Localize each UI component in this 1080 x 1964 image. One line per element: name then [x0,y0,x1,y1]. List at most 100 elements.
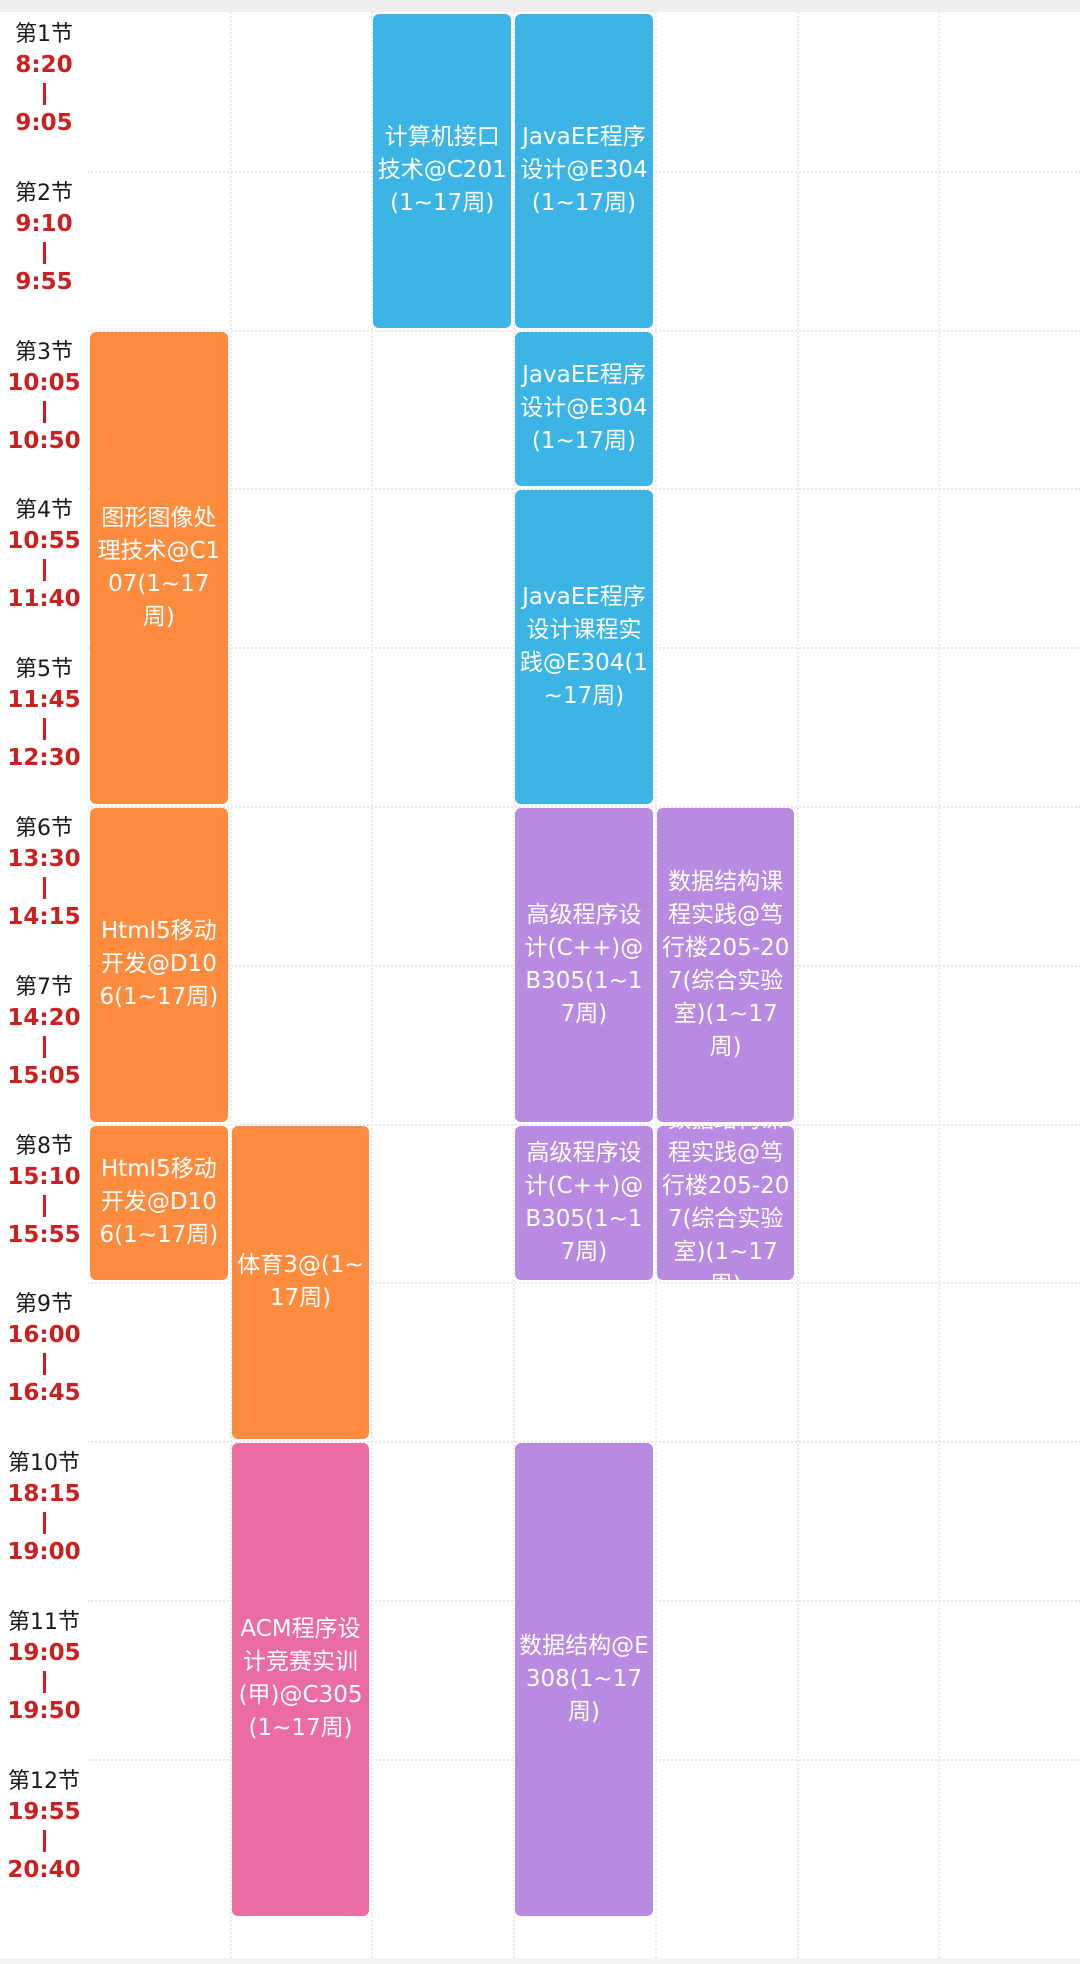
course-block[interactable]: JavaEE程序设计@E304(1~17周) [515,14,653,328]
period-end-time: 15:55 [7,1221,81,1248]
course-text: Html5移动开发@D106(1~17周) [99,918,219,1011]
period-number: 第7节 [15,974,73,1000]
row-divider [88,1282,1080,1285]
column-divider [371,12,374,1958]
period-column: 第1节 8:20 9:05 第2节 9:10 9:55 第3节 10:05 10:50 第4节 10… [0,12,88,1958]
course-text: JavaEE程序设计@E304(1~17周) [520,362,648,455]
time-separator [42,718,46,741]
period-start-time: 18:15 [7,1481,81,1508]
column-divider [654,12,657,1958]
period-start-time: 13:30 [7,846,81,872]
course-block[interactable]: 高级程序设计(C++)@B305(1~17周) [515,808,653,1122]
period-label-2: 第2节 9:10 9:55 [0,179,88,297]
period-label-5: 第5节 11:45 12:30 [0,655,88,773]
period-start-time: 14:20 [7,1004,81,1031]
period-label-10: 第10节 18:15 19:00 [0,1449,88,1567]
period-end-time: 14:15 [7,904,81,930]
course-text: 体育3@(1~17周) [237,1252,364,1312]
row-divider [88,488,1080,491]
course-text: 数据结构@E308(1~17周) [519,1632,649,1725]
course-text: JavaEE程序设计课程实践@E304(1~17周) [519,584,648,710]
period-end-time: 15:05 [7,1062,81,1089]
period-number: 第11节 [8,1610,80,1635]
course-block[interactable]: 数据结构课程实践@笃行楼205-207(综合实验室)(1~17周) [656,808,795,1122]
period-number: 第5节 [15,657,73,683]
time-separator [42,1194,46,1217]
course-text: 高级程序设计(C++)@B305(1~17周) [524,901,644,1027]
period-label-1: 第1节 8:20 9:05 [0,20,88,138]
time-separator [42,400,46,423]
period-number: 第10节 [8,1451,80,1477]
period-label-4: 第4节 10:55 11:40 [0,496,88,614]
course-text: 图形图像处理技术@C107(1~17周) [97,504,221,630]
period-start-time: 9:10 [15,210,73,237]
course-block[interactable]: Html5移动开发@D106(1~17周) [90,808,228,1122]
period-end-time: 19:00 [7,1539,81,1566]
period-start-time: 8:20 [15,52,73,78]
course-block[interactable]: 计算机接口技术@C201(1~17周) [373,14,512,328]
course-text: 高级程序设计(C++)@B305(1~17周) [524,1139,644,1265]
row-divider [88,1441,1080,1444]
period-start-time: 19:55 [7,1798,81,1825]
time-separator [42,241,46,264]
period-start-time: 11:45 [7,687,81,714]
period-number: 第4节 [15,498,73,524]
period-number: 第8节 [15,1133,73,1159]
period-number: 第3节 [15,339,73,365]
period-number: 第9节 [15,1292,73,1318]
period-label-8: 第8节 15:10 15:55 [0,1132,88,1250]
period-end-time: 9:05 [15,110,73,136]
course-block[interactable]: JavaEE程序设计课程实践@E304(1~17周) [515,490,653,804]
time-separator [42,1671,46,1693]
period-number: 第12节 [8,1768,80,1794]
period-number: 第2节 [15,180,73,206]
course-block[interactable]: 高级程序设计(C++)@B305(1~17周) [515,1125,653,1281]
period-end-time: 20:40 [7,1856,81,1883]
course-block[interactable]: Html5移动开发@D106(1~17周) [90,1125,228,1281]
period-start-time: 16:00 [7,1322,81,1349]
schedule-grid[interactable]: 第1节 8:20 9:05 第2节 9:10 9:55 第3节 10:05 10:50 第4节 10… [0,12,1080,1958]
period-start-time: 10:05 [7,369,81,396]
time-separator [42,1353,46,1376]
period-label-9: 第9节 16:00 16:45 [0,1290,88,1408]
period-end-time: 11:40 [7,586,81,613]
period-label-11: 第11节 19:05 19:50 [0,1608,88,1726]
period-label-6: 第6节 13:30 14:15 [0,814,88,932]
time-separator [42,83,46,105]
period-number: 第6节 [15,816,73,841]
period-start-time: 15:10 [7,1163,81,1190]
row-divider [88,1123,1080,1126]
course-block[interactable]: 体育3@(1~17周) [231,1125,370,1440]
time-separator [42,559,46,582]
period-label-7: 第7节 14:20 15:05 [0,973,88,1091]
column-divider [938,12,941,1958]
period-end-time: 16:45 [7,1380,81,1407]
course-block[interactable]: 数据结构@E308(1~17周) [515,1443,653,1916]
time-separator [42,877,46,899]
time-separator [42,1035,46,1058]
course-block[interactable]: ACM程序设计竞赛实训(甲)@C305(1~17周) [231,1443,370,1916]
course-block[interactable]: 图形图像处理技术@C107(1~17周) [90,331,228,804]
top-strip [0,0,1080,12]
course-text: Html5移动开发@D106(1~17周) [99,1156,219,1249]
column-divider [513,12,516,1958]
row-divider [88,329,1080,332]
period-end-time: 19:50 [7,1698,81,1724]
column-divider [796,12,799,1958]
course-text: 计算机接口技术@C201(1~17周) [377,124,507,217]
period-end-time: 12:30 [7,745,81,772]
course-block[interactable]: 数据结构课程实践@笃行楼205-207(综合实验室)(1~17周) [656,1125,795,1281]
course-text: 数据结构课程实践@笃行楼205-207(综合实验室)(1~17周) [661,1126,790,1281]
course-block[interactable]: JavaEE程序设计@E304(1~17周) [515,331,653,487]
column-divider [229,12,232,1958]
course-text: JavaEE程序设计@E304(1~17周) [520,124,648,217]
period-end-time: 10:50 [7,427,81,454]
period-start-time: 19:05 [7,1640,81,1666]
row-divider [88,806,1080,808]
period-end-time: 9:55 [15,268,73,295]
time-separator [42,1512,46,1535]
time-separator [42,1829,46,1852]
course-text: ACM程序设计竞赛实训(甲)@C305(1~17周) [238,1616,363,1742]
course-text: 数据结构课程实践@笃行楼205-207(综合实验室)(1~17周) [661,868,790,1060]
